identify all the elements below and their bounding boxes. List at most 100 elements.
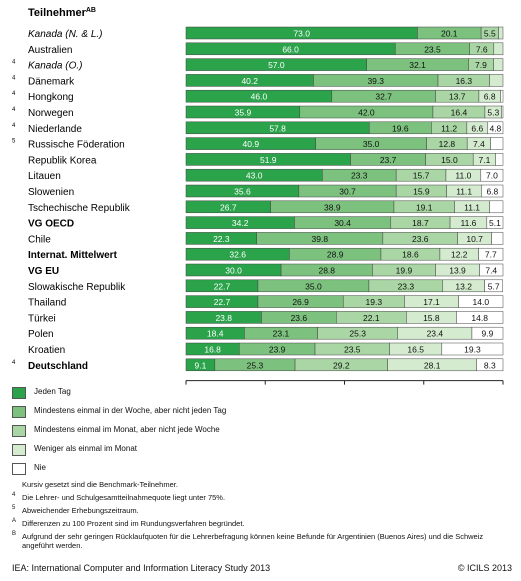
bar-value-label: 23.8 <box>215 313 232 323</box>
bar-value-label: 23.6 <box>291 313 308 323</box>
bar-value-label: 12.2 <box>451 250 468 260</box>
bar-value-label: 16.4 <box>451 108 468 118</box>
bar-segment <box>471 326 504 340</box>
bar-value-label: 30.4 <box>334 218 351 228</box>
bar-value-label: 11.2 <box>441 123 457 133</box>
bar-row: 4 Dänemark 40.2 39.3 16.3 <box>12 74 504 87</box>
bar-row: Kanada (N. & L.) 73.0 20.1 5.5 <box>28 26 504 40</box>
row-label: Norwegen <box>28 108 74 119</box>
bar-value-label: 28.9 <box>327 250 344 260</box>
bar-value-label: 23.1 <box>273 329 290 339</box>
footnote-text: Die Lehrer- und Schulgesamtteilnahmequot… <box>22 493 226 502</box>
bar-value-label: 35.0 <box>305 281 322 291</box>
row-note: 4 <box>12 91 16 97</box>
bar-segment <box>493 42 504 56</box>
bar-value-label: 13.9 <box>449 266 466 276</box>
legend-swatch <box>12 463 26 475</box>
footnotes: Kursiv gesetzt sind die Benchmark-Teilne… <box>12 480 512 554</box>
bar-segment <box>489 200 504 214</box>
bar-value-label: 9.1 <box>195 360 207 370</box>
bar-value-label: 57.0 <box>268 60 285 70</box>
row-label: Dänemark <box>28 76 75 87</box>
bar-value-label: 28.1 <box>424 360 441 370</box>
bar-value-label: 23.3 <box>398 281 415 291</box>
row-label: VG OECD <box>28 219 74 230</box>
bar-row: Republik Korea 51.9 23.7 15.0 7.1 <box>28 153 504 166</box>
chart-title-superscript: AB <box>86 7 96 14</box>
bar-value-label: 40.2 <box>241 76 258 86</box>
row-label: Chile <box>28 234 51 245</box>
row-note: 4 <box>12 107 16 113</box>
row-label: Polen <box>28 329 54 340</box>
bar-value-label: 30.0 <box>225 266 242 276</box>
bar-value-label: 13.7 <box>449 92 466 102</box>
bar-segment <box>478 247 504 261</box>
bar-row: 4 Niederlande 57.8 19.6 11.2 6.6 4.8 <box>12 121 504 135</box>
row-note: 4 <box>12 75 16 81</box>
bar-value-label: 23.4 <box>427 329 444 339</box>
bar-value-label: 29.2 <box>333 360 350 370</box>
bar-segment <box>458 295 504 308</box>
bar-value-label: 26.9 <box>292 297 309 307</box>
bar-segment <box>476 358 504 372</box>
footnote-text: Kursiv gesetzt sind die Benchmark-Teilne… <box>22 480 178 489</box>
row-label: Kanada (N. & L.) <box>28 29 102 40</box>
bar-row: 4 Deutschland 9.1 25.3 29.2 28.1 8.3 <box>12 358 504 372</box>
row-note: 4 <box>12 360 16 366</box>
footnote-mark: 5 <box>12 505 16 511</box>
bar-row: Tschechische Republik 26.7 38.9 19.1 11.1 <box>28 200 504 214</box>
bar-value-label: 32.6 <box>229 250 246 260</box>
legend-swatch <box>12 406 26 418</box>
bar-row: VG EU 30.0 28.8 19.9 13.9 7.4 <box>28 263 504 277</box>
bar-segment <box>456 311 504 324</box>
bar-value-label: 23.5 <box>344 345 361 355</box>
footnote-mark: B <box>12 531 17 537</box>
bar-value-label: 19.3 <box>366 297 383 307</box>
bar-value-label: 18.7 <box>412 218 429 228</box>
bar-row: 5 Russische Föderation 40.9 35.0 12.8 7.4 <box>12 137 504 151</box>
legend-label: Mindestens einmal in der Woche, aber nic… <box>34 406 227 415</box>
bar-value-label: 32.1 <box>409 60 426 70</box>
row-label: VG EU <box>28 266 59 277</box>
bar-value-label: 10.7 <box>466 234 483 244</box>
bar-value-label: 42.0 <box>358 108 375 118</box>
row-note: 4 <box>12 123 16 129</box>
bar-value-label: 7.7 <box>485 250 497 260</box>
row-label: Slowenien <box>28 187 74 198</box>
bar-value-label: 7.0 <box>486 171 498 181</box>
bar-value-label: 7.4 <box>485 266 497 276</box>
bar-row: Slowenien 35.6 30.7 15.9 11.1 6.8 <box>28 184 504 198</box>
row-label: Tschechische Republik <box>28 203 131 214</box>
bar-value-label: 19.9 <box>396 266 413 276</box>
bar-value-label: 22.1 <box>363 313 380 323</box>
bar-segment <box>491 232 504 245</box>
bar-value-label: 4.8 <box>489 123 501 133</box>
bar-value-label: 38.9 <box>324 202 341 212</box>
bar-segment <box>500 89 504 103</box>
footnote: B Aufgrund der sehr geringen Rücklaufquot… <box>12 531 512 550</box>
bar-value-label: 46.0 <box>251 92 268 102</box>
bar-value-label: 20.1 <box>441 29 458 39</box>
bar-value-label: 6.8 <box>486 187 498 197</box>
footnote-text: Differenzen zu 100 Prozent sind im Rundu… <box>22 519 245 528</box>
footnote: 5 Abweichender Erhebungszeitraum. <box>12 505 512 515</box>
bar-value-label: 5.3 <box>487 108 499 118</box>
bar-value-label: 13.2 <box>455 281 472 291</box>
bar-row: 4 Norwegen 35.9 42.0 16.4 5.3 <box>12 105 504 119</box>
bar-value-label: 35.6 <box>234 187 251 197</box>
bar-value-label: 51.9 <box>260 155 277 165</box>
bar-segment <box>479 263 504 277</box>
bar-segment <box>484 279 503 293</box>
row-label: Kroatien <box>28 345 65 356</box>
bar-value-label: 25.3 <box>349 329 366 339</box>
row-label: Kanada (O.) <box>28 61 82 72</box>
footer-source: IEA: International Computer and Informat… <box>12 563 271 573</box>
bar-value-label: 11.1 <box>456 187 472 197</box>
bar-rows: Kanada (N. & L.) 73.0 20.1 5.5 Australien 66.… <box>12 26 504 372</box>
bar-value-label: 8.3 <box>484 360 496 370</box>
bar-value-label: 66.0 <box>282 44 299 54</box>
legend-label: Mindestens einmal im Monat, aber nicht j… <box>34 425 220 434</box>
bar-segment <box>480 168 504 182</box>
row-note: 5 <box>12 139 16 145</box>
bar-row: Internat. Mittelwert 32.6 28.9 18.6 12.2 7.7 <box>28 247 504 261</box>
